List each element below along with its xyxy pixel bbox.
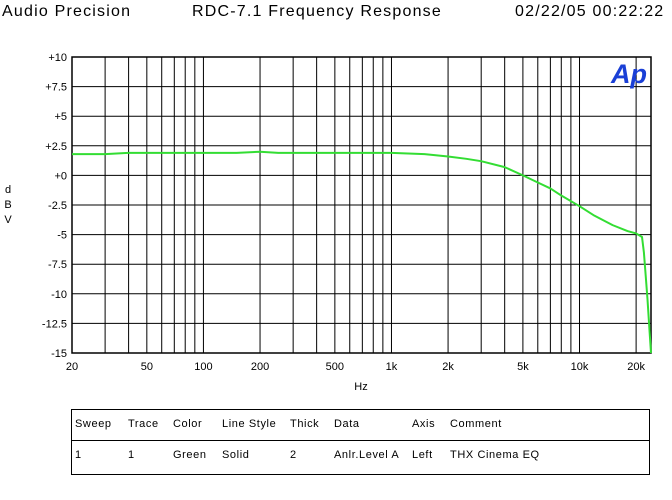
x-tick-label: 1k (386, 361, 398, 373)
legend-cell-sweep: 1 (75, 449, 82, 461)
x-tick-label: 20 (66, 361, 78, 373)
y-axis-ticks: +10 +7.5 +5 +2.5 +0 -2.5 -5 -7.5 -10 -12.5 -15 (42, 52, 67, 360)
y-tick-label: +10 (48, 52, 67, 64)
legend-cell-line-style: Solid (222, 449, 250, 461)
legend-row: 1 1 Green Solid 2 Anlr.Level A Left THX … (72, 441, 649, 471)
frequency-response-chart: +10 +7.5 +5 +2.5 +0 -2.5 -5 -7.5 -10 -12.5 -15 20 5… (4, 52, 652, 393)
legend-header-thick: Thick (290, 418, 320, 430)
y-axis-label: dBV (4, 184, 12, 226)
legend-cell-thick: 2 (290, 449, 297, 461)
legend-cell-axis: Left (412, 449, 433, 461)
legend-header-data: Data (334, 418, 360, 430)
legend-cell-trace: 1 (128, 449, 135, 461)
legend-header-line-style: Line Style (222, 418, 277, 430)
x-tick-label: 20k (627, 361, 645, 373)
legend-table: Sweep Trace Color Line Style Thick Data … (71, 409, 650, 475)
legend-header-row: Sweep Trace Color Line Style Thick Data … (72, 410, 649, 441)
y-tick-label: +2.5 (45, 141, 67, 153)
header-timestamp: 02/22/05 00:22:22 (515, 3, 665, 20)
legend-cell-comment: THX Cinema EQ (450, 449, 540, 461)
y-tick-label: -2.5 (48, 200, 67, 212)
series-line (72, 150, 652, 354)
x-tick-label: 500 (326, 361, 344, 373)
y-tick-label: -5 (57, 230, 67, 242)
x-axis-ticks: 20 50 100 200 500 1k 2k 5k 10k 20k (66, 361, 646, 373)
x-tick-label: 50 (141, 361, 153, 373)
legend-cell-data: Anlr.Level A (334, 449, 400, 461)
legend-cell-color: Green (173, 449, 207, 461)
x-axis-label: Hz (354, 381, 367, 393)
grid-lines (72, 57, 651, 353)
x-tick-label: 5k (517, 361, 529, 373)
y-tick-label: -10 (51, 289, 67, 301)
x-tick-label: 10k (571, 361, 589, 373)
legend-header-axis: Axis (412, 418, 436, 430)
header-chart-title: RDC-7.1 Frequency Response (192, 3, 442, 20)
y-tick-label: -7.5 (48, 259, 67, 271)
ap-logo: Ap (610, 59, 647, 89)
y-axis-label-letter: B (4, 199, 11, 211)
y-tick-label: +5 (54, 111, 67, 123)
x-tick-label: 200 (251, 361, 269, 373)
y-axis-label-letter: V (4, 214, 12, 226)
series-group (72, 150, 652, 354)
legend-header-comment: Comment (450, 418, 502, 430)
x-tick-label: 100 (194, 361, 212, 373)
header-app-name: Audio Precision (2, 3, 132, 20)
y-tick-label: -15 (51, 348, 67, 360)
y-tick-label: +7.5 (45, 82, 67, 94)
y-tick-label: -12.5 (42, 318, 67, 330)
legend-header-sweep: Sweep (75, 418, 112, 430)
plot-frame (71, 56, 652, 354)
legend-header-color: Color (173, 418, 203, 430)
y-tick-label: +0 (54, 170, 67, 182)
x-tick-label: 2k (442, 361, 454, 373)
legend-header-trace: Trace (128, 418, 159, 430)
y-axis-label-letter: d (5, 184, 11, 196)
